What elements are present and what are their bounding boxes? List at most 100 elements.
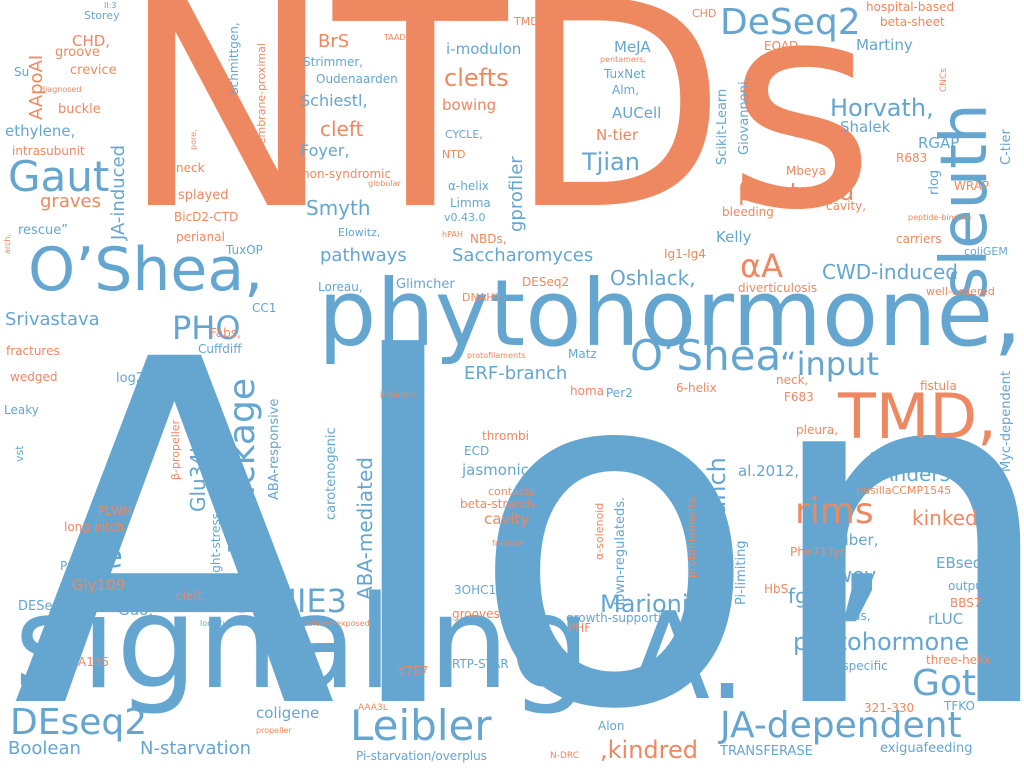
word-rluc: rLUC xyxy=(928,610,964,628)
word-alon: Alon xyxy=(12,261,1024,768)
word-ethylene: ethylene, xyxy=(5,122,76,140)
word-solvent-exposed: solvent-exposed xyxy=(304,619,370,628)
word-oshea-mid: O’Shea xyxy=(630,331,782,380)
word-matz: Matz xyxy=(568,347,597,361)
word-globular: globular xyxy=(368,179,401,188)
word-alpha-helix: α-helix xyxy=(448,179,489,193)
word-leaky: Leaky xyxy=(4,403,39,417)
word-rpackage: Rpackage xyxy=(222,378,263,555)
word-grooves: grooves xyxy=(452,607,500,621)
word-rlog: rlog xyxy=(927,169,942,195)
word-rgap: RGAP xyxy=(918,134,960,152)
word-alon-small: Alon xyxy=(598,719,625,733)
word-jasmonic: jasmonic xyxy=(462,461,529,479)
word-eoad: EOAD xyxy=(764,39,799,53)
word-protofilaments-2: protofilaments, xyxy=(685,494,698,578)
word-clefts: clefts xyxy=(444,64,509,92)
word-propeller: propeller xyxy=(256,726,292,735)
word-cavity-2: cavity xyxy=(484,510,530,528)
word-pho: PHO xyxy=(172,309,241,347)
word-beta-hairpin: β-hairpin xyxy=(380,390,416,399)
word-taad: TAAD xyxy=(384,33,406,42)
word-elowitz: Elowitz, xyxy=(338,226,381,239)
word-coligene: coligene xyxy=(256,704,320,722)
word-marioni: Marioni, xyxy=(600,590,697,618)
word-pulc: PulC xyxy=(60,559,87,573)
word-oshlack: Oshlack, xyxy=(610,266,696,290)
word-hbs: HbS xyxy=(764,582,789,596)
word-homa: homa xyxy=(570,384,604,398)
word-pentamers: pentamers, xyxy=(600,55,646,64)
word-limma: Limma xyxy=(450,196,491,210)
word-f683: F683 xyxy=(784,390,814,404)
word-phf: PHF xyxy=(568,621,592,635)
word-storey: Storey xyxy=(84,9,120,22)
word-tfko: TFKO xyxy=(944,699,975,713)
word-log2tpm: log2(TPM xyxy=(116,371,177,386)
word-3ohc10: 3OHC10-HSL, xyxy=(454,583,536,597)
word-beta-strands-2: β-strands, xyxy=(810,609,871,623)
word-giovannoni: Giovannoni, xyxy=(737,77,752,155)
word-pi-starvation: Pi-starvation/overplus xyxy=(356,749,487,763)
word-flg22: flg22-triggered xyxy=(383,449,411,630)
word-fgsea: fgsea xyxy=(788,584,843,608)
word-vst: vst xyxy=(13,445,26,462)
word-bowing: bowing xyxy=(442,96,497,114)
word-kelly: Kelly xyxy=(716,228,752,246)
word-input: “input xyxy=(780,345,879,383)
word-nbds: NBDs, xyxy=(470,232,507,246)
word-ii3: II:3 xyxy=(104,1,117,10)
word-coligem: coliGEM xyxy=(964,245,1008,258)
word-n-tier: N-tier xyxy=(596,126,639,144)
word-hpah: hPAH xyxy=(442,230,463,239)
word-cross-sectional: cross-sectional xyxy=(870,450,938,460)
word-peptide-binding: peptide-binding xyxy=(908,213,972,222)
word-perforation: perforation xyxy=(547,149,557,200)
word-ecd: ECD xyxy=(464,444,490,458)
word-plwh: PLWH xyxy=(98,504,132,518)
word-deseq2-mid: DESeq2 xyxy=(522,275,570,289)
word-shalek: Shalek xyxy=(840,118,891,136)
word-a135: A135 xyxy=(78,655,110,669)
word-gprofiler: gprofiler xyxy=(506,156,527,232)
word-deseq2-dot: DESeq2. xyxy=(18,599,74,614)
word-n-starvation: N-starvation xyxy=(140,738,251,759)
word-contacts: contacts xyxy=(488,485,535,498)
word-tmd-small: TMD xyxy=(514,15,539,28)
word-aaa3l: AAA3L xyxy=(358,703,388,713)
word-down-regulateds: down-regulateds. xyxy=(613,496,628,610)
word-r683: R683 xyxy=(896,151,928,165)
word-schmittgen: Schmittgen, xyxy=(227,22,241,95)
word-pelvis: pelvis, xyxy=(620,177,659,191)
word-horvath: Horvath, xyxy=(830,94,934,122)
word-glu34lys: Glu34Lys xyxy=(186,421,210,512)
word-diagnosed: diagnosed xyxy=(40,85,82,94)
word-tjian: Tjian xyxy=(582,148,640,176)
word-groove: groove xyxy=(55,45,100,60)
word-fabs: Fabs, xyxy=(210,326,241,340)
word-beta-sheet: beta-sheet xyxy=(880,15,945,29)
word-phytohormone-small: phytohormone xyxy=(793,628,970,656)
word-htn: HTN xyxy=(762,53,788,67)
word-srivastava: Srivastava xyxy=(5,309,100,330)
word-deseq2-top: DeSeq2 xyxy=(720,2,861,43)
word-a-dot: A. xyxy=(628,588,747,727)
word-bicd2: BicD2-CTD xyxy=(174,210,239,224)
word-ebseq: EBseq xyxy=(936,554,983,572)
word-tmd: TMD, xyxy=(838,380,997,453)
word-arch: arch, xyxy=(3,233,12,254)
word-cuffdiff: Cuffdiff xyxy=(198,342,242,356)
word-6-helix: 6-helix xyxy=(676,381,717,395)
word-saccharomyces: Saccharomyces xyxy=(452,245,594,266)
word-loreau: Loreau, xyxy=(318,280,363,294)
word-n-drc: N-DRC xyxy=(550,751,579,761)
word-fistula: fistula xyxy=(920,379,957,393)
word-meja: MeJA xyxy=(614,38,651,56)
word-oshea: O’Shea, xyxy=(28,235,264,305)
word-low-p: low-P xyxy=(980,530,1013,544)
word-cc1: CC1 xyxy=(252,301,277,315)
word-phe71tyr: Phe71Tyr xyxy=(790,545,845,559)
word-deseq2-bl: DEseq2 xyxy=(10,702,148,743)
word-i-modulon: i-modulon xyxy=(446,40,522,58)
